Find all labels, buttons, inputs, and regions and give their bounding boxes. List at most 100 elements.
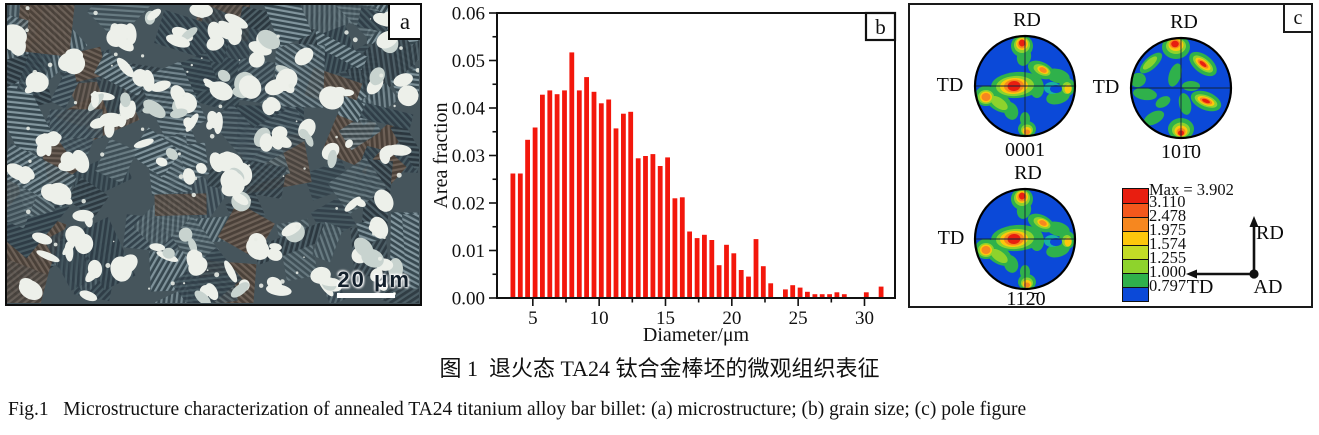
histogram-bar bbox=[525, 139, 530, 298]
speck bbox=[238, 59, 241, 61]
histogram-bar bbox=[540, 94, 545, 298]
speck bbox=[295, 120, 298, 123]
alpha-grain-blob bbox=[339, 89, 354, 97]
lamellar-colony bbox=[95, 138, 137, 184]
speck bbox=[105, 263, 111, 268]
histogram-bar bbox=[679, 197, 685, 298]
lamellar-colony bbox=[253, 5, 313, 47]
histogram-bar bbox=[805, 291, 810, 298]
alpha-grain-blob bbox=[269, 243, 282, 251]
alpha-grain-blob bbox=[120, 92, 131, 108]
alpha-grain-blob bbox=[271, 126, 288, 141]
pole-figure-0001 bbox=[973, 34, 1077, 138]
alpha-grain-blob bbox=[83, 210, 93, 228]
histogram-bar bbox=[657, 166, 663, 298]
micrograph-panel: 20 μm a bbox=[5, 3, 422, 306]
alpha-grain-blob bbox=[175, 92, 197, 114]
histogram-bar bbox=[562, 90, 567, 299]
alpha-grain-blob bbox=[344, 196, 361, 212]
histogram-bar bbox=[812, 294, 818, 298]
speck bbox=[73, 101, 78, 105]
alpha-grain-blob bbox=[224, 260, 238, 283]
alpha-grain-blob bbox=[310, 266, 331, 284]
pf2-td-label: TD bbox=[1092, 76, 1120, 98]
alpha-grain-blob bbox=[71, 149, 90, 173]
speck bbox=[371, 220, 374, 223]
alpha-grain-blob bbox=[248, 51, 265, 68]
alpha-grain-blob bbox=[132, 69, 150, 87]
triad-ad-label: AD bbox=[1253, 276, 1283, 298]
speck bbox=[197, 12, 201, 15]
legend-color-block bbox=[1123, 203, 1148, 217]
alpha-grain-blob bbox=[151, 80, 171, 92]
alpha-grain-blob bbox=[60, 151, 75, 167]
alpha-grain-blob bbox=[209, 81, 233, 101]
alpha-grain-blob bbox=[147, 8, 162, 21]
legend-color-block bbox=[1123, 189, 1148, 203]
speck bbox=[100, 152, 105, 157]
pf1-plane-label: 0001 bbox=[1005, 139, 1045, 161]
chart-text: 10 bbox=[590, 308, 609, 329]
speck bbox=[186, 70, 189, 73]
pf1-rd-label: RD bbox=[1013, 9, 1041, 31]
alpha-grain-blob bbox=[185, 113, 199, 132]
speck bbox=[393, 104, 396, 108]
alpha-grain-blob bbox=[36, 250, 60, 263]
panel-b-corner-label: b bbox=[875, 15, 886, 39]
histogram-bar bbox=[841, 294, 847, 298]
alpha-grain-blob bbox=[230, 282, 249, 298]
pole-figure-1120 bbox=[973, 187, 1077, 291]
ad-axis-dot-icon bbox=[1249, 269, 1259, 279]
speck bbox=[193, 176, 198, 181]
speck bbox=[140, 127, 145, 131]
histogram-bar bbox=[517, 173, 523, 298]
speck bbox=[26, 126, 30, 131]
alpha-grain-blob bbox=[165, 148, 178, 160]
alpha-grain-blob bbox=[345, 139, 353, 148]
chart-text: 0.05 bbox=[452, 51, 485, 72]
alpha-grain-blob bbox=[18, 166, 33, 184]
speck bbox=[379, 73, 384, 78]
grain-size-chart: 5 10 15 20 25 30 0.00 0.01 0.02 0.03 0.04 0.05 0.06 D… bbox=[430, 0, 905, 346]
caption-chinese: 图 1 退火态 TA24 钛合金棒坯的微观组织表征 bbox=[439, 356, 880, 381]
histogram-bar bbox=[621, 113, 626, 298]
alpha-grain-blob bbox=[232, 192, 249, 206]
alpha-grain-blob bbox=[112, 33, 134, 52]
histogram-bar bbox=[613, 128, 619, 298]
pole-figure-outline bbox=[973, 34, 1077, 138]
histogram-bar bbox=[760, 266, 766, 298]
speck bbox=[190, 63, 193, 67]
alpha-grain-blob bbox=[36, 136, 52, 157]
histogram-bar bbox=[702, 234, 707, 298]
alpha-grain-blob bbox=[374, 189, 394, 212]
sample-axes-indicator bbox=[1186, 216, 1259, 279]
speck bbox=[295, 271, 299, 275]
alpha-grain-blob bbox=[361, 248, 384, 268]
speck bbox=[177, 152, 181, 156]
speck bbox=[25, 28, 29, 32]
speck bbox=[383, 236, 386, 240]
speck bbox=[295, 224, 300, 229]
alpha-grain-blob bbox=[24, 83, 38, 94]
alpha-grain-blob bbox=[248, 232, 267, 252]
alpha-grain-blob bbox=[224, 13, 248, 29]
pole-figure-contours bbox=[975, 36, 1075, 136]
scale-bar-label: 20 μm bbox=[337, 267, 411, 292]
chart-text: 0.02 bbox=[452, 194, 485, 215]
histogram-bar bbox=[569, 52, 575, 299]
speck bbox=[372, 232, 376, 236]
speck bbox=[183, 282, 186, 285]
alpha-grain-blob bbox=[162, 247, 175, 259]
histogram-bar bbox=[635, 158, 641, 298]
intensity-color-scale bbox=[1122, 188, 1149, 302]
lamellar-colony bbox=[306, 28, 369, 70]
speck bbox=[396, 172, 402, 178]
alpha-grain-blob bbox=[99, 112, 124, 128]
alpha-grain-blob bbox=[225, 171, 245, 195]
chart-text: 0.04 bbox=[452, 99, 486, 120]
speck bbox=[126, 38, 128, 40]
pole-figure-contours bbox=[975, 189, 1075, 289]
panel-c-corner-label: c bbox=[1283, 5, 1311, 33]
speck bbox=[404, 149, 408, 154]
